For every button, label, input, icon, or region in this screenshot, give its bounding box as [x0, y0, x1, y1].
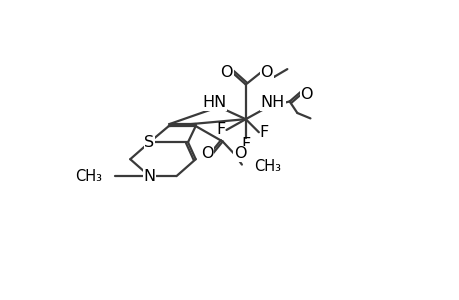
Text: O: O: [201, 146, 213, 161]
Text: O: O: [260, 65, 272, 80]
Text: CH₃: CH₃: [75, 169, 102, 184]
Text: F: F: [241, 137, 250, 152]
Text: F: F: [259, 125, 268, 140]
Text: NH: NH: [260, 95, 284, 110]
Text: S: S: [144, 135, 154, 150]
Text: O: O: [220, 65, 232, 80]
Text: O: O: [234, 146, 246, 161]
Text: CH₃: CH₃: [254, 159, 280, 174]
Text: HN: HN: [202, 95, 226, 110]
Text: F: F: [216, 122, 225, 137]
Text: O: O: [300, 87, 312, 102]
Text: N: N: [143, 169, 155, 184]
